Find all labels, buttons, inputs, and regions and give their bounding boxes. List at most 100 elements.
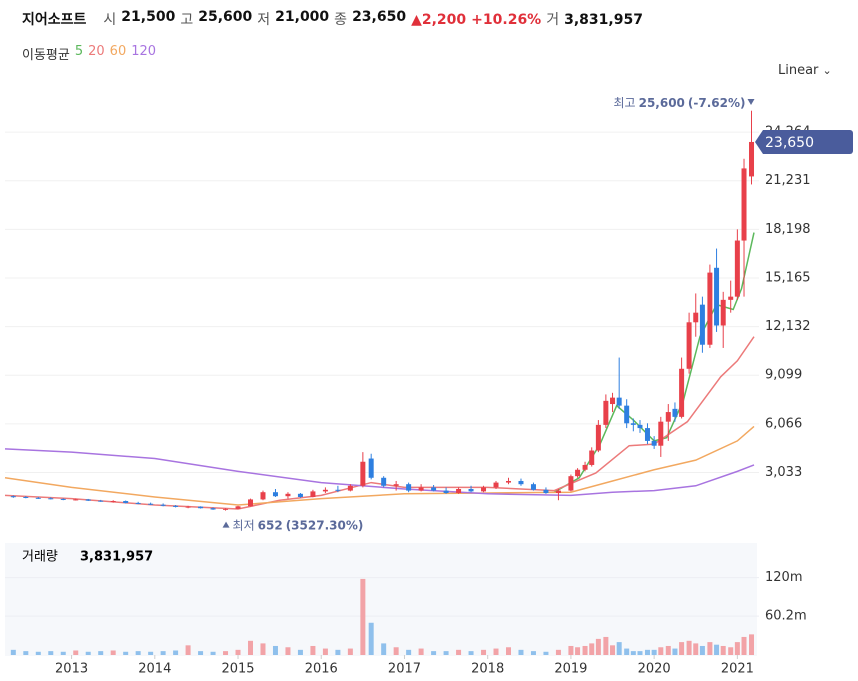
candle-body: [110, 501, 116, 503]
y-tick-label: 120m: [765, 570, 802, 585]
volume-bar: [173, 650, 179, 655]
volume-bar: [518, 649, 524, 655]
candle-body: [223, 508, 229, 510]
volume-bar: [543, 651, 549, 655]
candle-body: [651, 440, 657, 446]
candle-body: [335, 489, 341, 491]
candle-body: [624, 405, 630, 424]
volume-bar: [285, 647, 291, 655]
candle-body: [530, 484, 536, 490]
candle-body: [699, 304, 705, 345]
x-tick-label: 2020: [638, 662, 671, 677]
candle-body: [210, 508, 216, 510]
high-marker: [747, 99, 755, 105]
change-value: 2,200: [421, 12, 467, 28]
candle-body: [555, 490, 561, 494]
candle-body: [728, 296, 734, 300]
volume-bar: [48, 651, 54, 655]
volume-bar: [148, 651, 154, 655]
y-tick-label: 60.2m: [765, 609, 807, 624]
candle-body: [589, 450, 595, 465]
volume-latest: 3,831,957: [80, 550, 153, 565]
moving-average-line: [4, 425, 755, 506]
volume-bar: [335, 649, 341, 655]
candle-body: [123, 501, 129, 503]
volume-bar: [272, 645, 278, 655]
candle-body: [198, 506, 204, 509]
candle-body: [616, 397, 622, 406]
candle-body: [672, 408, 678, 417]
volume-bar: [248, 640, 254, 655]
candle-body: [35, 497, 41, 499]
scale-button[interactable]: Linear ⌄: [778, 63, 832, 78]
candle-body: [260, 492, 266, 500]
ma-legend-item: 120: [131, 44, 157, 59]
candle-body: [582, 464, 588, 470]
volume-bar: [310, 645, 316, 655]
volume-bar: [686, 640, 692, 655]
candle-body: [173, 505, 179, 507]
volume-value: 3,831,957: [564, 12, 643, 28]
candle-body: [185, 506, 191, 508]
volume-bar: [589, 643, 595, 655]
volume-bar: [368, 622, 374, 655]
candle-body: [456, 488, 462, 494]
header: 지어소프트 시 21,500 고 25,600 저 21,000 종 23,650 ▲2,20…: [22, 9, 643, 29]
ma-legend-title: 이동평균: [22, 48, 70, 63]
high-change: (-7.62%): [688, 96, 746, 110]
volume-bar: [637, 651, 643, 655]
candle-body: [135, 502, 141, 504]
volume-bar: [630, 651, 636, 655]
x-tick-label: 2015: [221, 662, 254, 677]
candle-body: [443, 490, 449, 494]
volume-bar: [198, 651, 204, 655]
ma-legend-item: 20: [88, 44, 105, 59]
candle-body: [468, 488, 474, 492]
candle-body: [248, 499, 254, 507]
x-tick-label: 2016: [305, 662, 338, 677]
volume-bar: [431, 651, 437, 655]
volume-bar: [418, 648, 424, 655]
candle-body: [749, 141, 755, 177]
low-annotation: 최저 652 (3527.30%): [233, 518, 364, 532]
candle-body: [322, 489, 328, 492]
volume-bar: [360, 578, 366, 655]
low-label: 최저: [233, 518, 255, 532]
candle-body: [393, 484, 399, 486]
volume-bar: [493, 648, 499, 655]
last-price-label: 23,650: [765, 135, 814, 151]
volume-bar: [693, 643, 699, 655]
moving-average-line: [4, 336, 755, 510]
candle-body: [310, 491, 316, 498]
volume-title: 거래량: [22, 550, 58, 565]
y-tick-label: 15,165: [765, 270, 811, 285]
candle-body: [60, 498, 66, 500]
candle-body: [272, 492, 278, 497]
volume-bar: [707, 642, 713, 655]
stock-name: 지어소프트: [22, 12, 87, 28]
candle-body: [235, 506, 241, 509]
candle-body: [610, 397, 616, 405]
x-tick-label: 2014: [138, 662, 171, 677]
volume-bar: [610, 645, 616, 655]
ma-legend-item: 60: [109, 44, 127, 59]
volume-bar: [624, 648, 630, 655]
candle-body: [686, 322, 692, 369]
y-tick-label: 9,099: [765, 368, 802, 383]
volume-bar: [651, 649, 657, 655]
candle-body: [418, 487, 424, 491]
low-marker: [222, 521, 230, 528]
candle-body: [505, 480, 511, 483]
candle-body: [297, 493, 303, 498]
stat-value: 25,600: [198, 9, 253, 25]
candle-body: [741, 168, 747, 241]
candle-body: [707, 272, 713, 345]
high-annotation: 최고 25,600 (-7.62%): [614, 96, 746, 110]
candle-body: [148, 503, 154, 505]
volume-bar: [644, 649, 650, 655]
volume-panel: [5, 543, 757, 656]
low-value: 652: [258, 518, 283, 532]
candle-body: [160, 504, 166, 506]
